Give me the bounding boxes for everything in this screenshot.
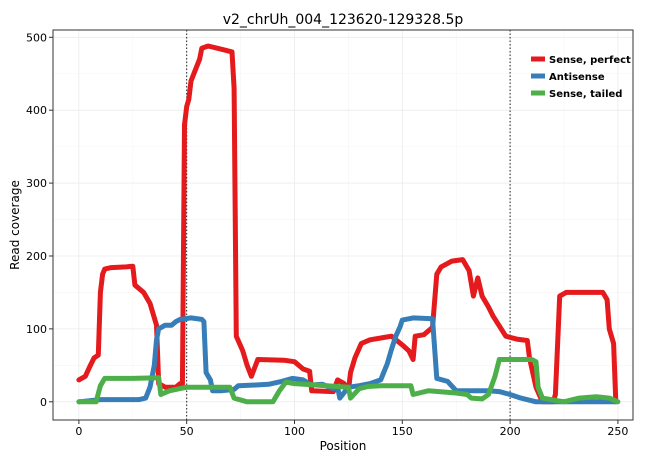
x-tick-label: 50 (180, 425, 194, 438)
series-line-sense-perfect (76, 43, 619, 405)
x-tick-label: 200 (500, 425, 521, 438)
legend-label: Sense, tailed (549, 89, 622, 100)
y-axis-label: Read coverage (8, 180, 22, 270)
chart-title: v2_chrUh_004_123620-129328.5p (223, 12, 464, 28)
series-lines (76, 43, 621, 405)
legend: Sense, perfect Antisense Sense, tailed (531, 55, 631, 100)
y-tick-label: 500 (26, 31, 47, 44)
x-tick-label: 0 (75, 425, 82, 438)
panel-background (53, 30, 633, 420)
grid (53, 30, 633, 420)
series-line-sense-tailed (76, 357, 621, 405)
x-axis-label: Position (320, 439, 367, 453)
x-tick-label: 100 (284, 425, 305, 438)
legend-label: Sense, perfect (549, 55, 631, 66)
y-tick-label: 0 (40, 396, 47, 409)
y-tick-label: 200 (26, 250, 47, 263)
panel-border (52, 29, 634, 421)
x-tick-label: 150 (392, 425, 413, 438)
y-tick-label: 400 (26, 104, 47, 117)
y-tick-label: 300 (26, 177, 47, 190)
x-tick-label: 250 (607, 425, 628, 438)
axes: 0 50 100 150 200 250 0 100 200 300 400 500 (26, 31, 628, 438)
y-tick-label: 100 (26, 323, 47, 336)
legend-label: Antisense (549, 72, 605, 83)
